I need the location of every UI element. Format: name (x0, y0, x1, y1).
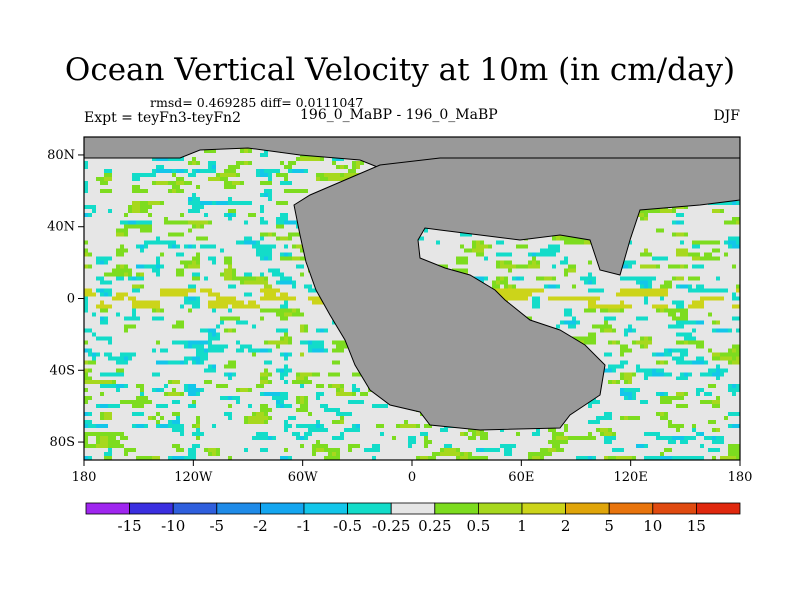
northern-continent (293, 157, 741, 431)
y-tick-label: 0 (67, 292, 75, 307)
colorbar-label: -5 (209, 517, 224, 535)
colorbar-box (390, 502, 436, 515)
x-tick-label: 0 (408, 470, 416, 485)
colorbar-label: -0.25 (372, 517, 410, 535)
colorbar-box (172, 502, 218, 515)
colorbar-label: 5 (604, 517, 614, 535)
colorbar-label: -2 (253, 517, 268, 535)
colorbar-box (129, 502, 174, 515)
x-tick-label: 180 (72, 470, 97, 485)
colorbar-label: -0.5 (333, 517, 362, 535)
colorbar-box (303, 502, 348, 515)
season-label: DJF (713, 108, 740, 124)
colorbar-label: 1 (517, 517, 527, 535)
y-tick-label: 40S (50, 363, 75, 378)
figure-title: Ocean Vertical Velocity at 10m (in cm/da… (64, 52, 736, 88)
colorbar-box (608, 502, 654, 515)
colorbar-label: -10 (161, 517, 185, 535)
colorbar-boxes (85, 502, 741, 515)
colorbar-label: 15 (687, 517, 706, 535)
experiment-label: Expt = teyFn3-teyFn2 (84, 110, 241, 126)
colorbar-label: -1 (297, 517, 312, 535)
colorbar-label: -15 (118, 517, 142, 535)
colorbar-label: 10 (643, 517, 662, 535)
colorbar-label: 0.5 (466, 517, 490, 535)
colorbar-box (696, 502, 741, 515)
x-tick-label: 120W (174, 470, 213, 485)
colorbar-box (85, 502, 130, 515)
x-tick-label: 120E (614, 470, 648, 485)
colorbar-box (216, 502, 261, 515)
colorbar-labels: -15 -10 -5 -2 -1 -0.5 -0.25 0.25 0.5 1 2 5 10 15 (118, 517, 706, 535)
rmsd-stats: rmsd= 0.469285 diff= 0.0111047 (150, 95, 364, 110)
colorbar-label: 0.25 (418, 517, 451, 535)
colorbar-box (521, 502, 566, 515)
colorbar-box (477, 502, 523, 515)
colorbar-box (259, 502, 305, 515)
colorbar-box (565, 502, 610, 515)
y-tick-label: 80N (47, 148, 75, 163)
x-tick-label: 180 (728, 470, 753, 485)
case-label: 196_0_MaBP - 196_0_MaBP (300, 107, 498, 123)
colorbar-box (434, 502, 479, 515)
colorbar-box (652, 502, 697, 515)
y-tick-label: 40N (47, 220, 75, 235)
colorbar-label: 2 (561, 517, 571, 535)
x-tick-label: 60W (288, 470, 319, 485)
colorbar-box (347, 502, 392, 515)
y-tick-label: 80S (50, 435, 75, 450)
x-tick-label: 60E (508, 470, 534, 485)
axis-ticks: 180 120W 60W 0 60E 120E 180 80N 40N 0 40S 80S (47, 148, 752, 485)
